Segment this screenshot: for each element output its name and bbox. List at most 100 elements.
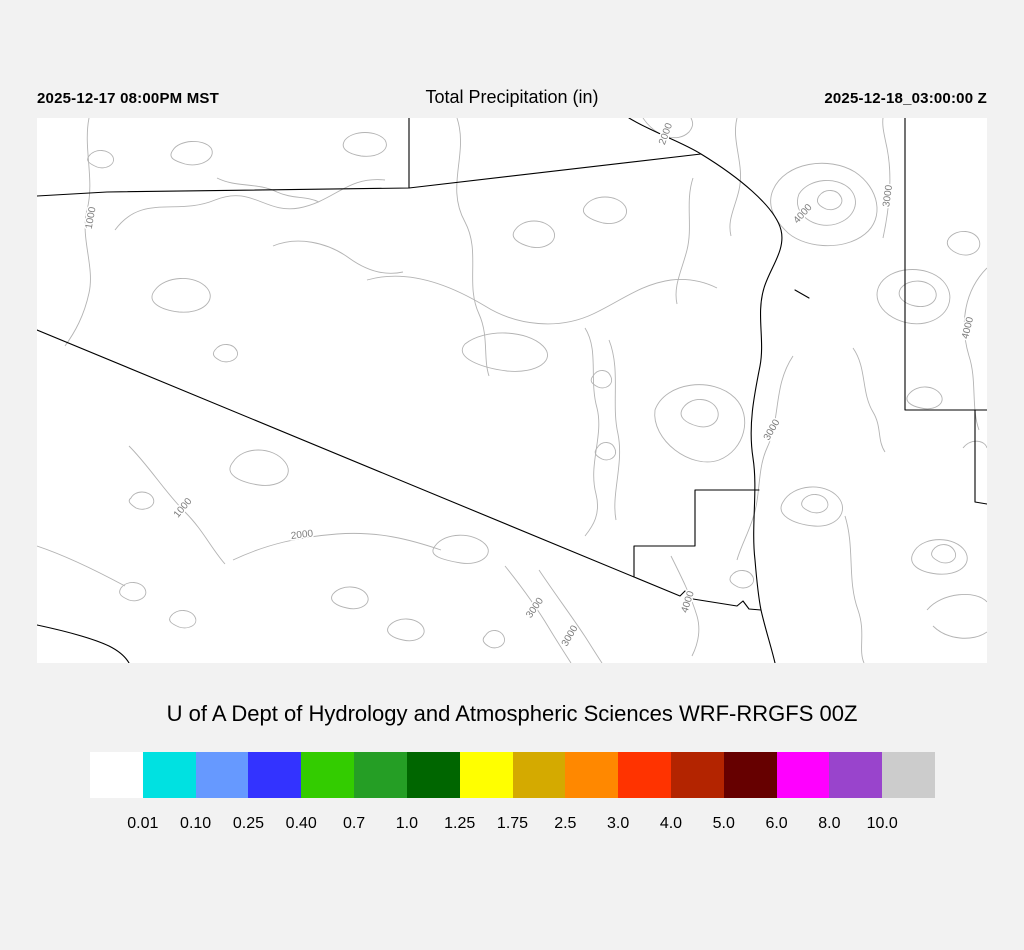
colorbar-tick-label: 8.0 bbox=[818, 815, 841, 832]
terrain-contour-line bbox=[583, 196, 627, 224]
contour-elevation-label: 3000 bbox=[524, 595, 546, 620]
terrain-contour-line bbox=[736, 355, 794, 561]
terrain-contour-line bbox=[482, 630, 505, 649]
terrain-contour-line bbox=[456, 118, 490, 377]
terrain-contour-line bbox=[962, 440, 987, 449]
terrain-contour-line bbox=[675, 177, 694, 305]
terrain-contours-group bbox=[37, 118, 987, 663]
contour-elevation-label: 1000 bbox=[172, 496, 195, 520]
terrain-contour-line bbox=[128, 491, 155, 510]
colorbar-tick-label: 3.0 bbox=[607, 815, 630, 832]
contour-elevation-label: 3000 bbox=[881, 184, 895, 208]
terrain-contour-line bbox=[169, 610, 197, 629]
colorbar-tick-label: 0.25 bbox=[232, 815, 265, 832]
state-border-line bbox=[974, 409, 987, 505]
colorbar-cell bbox=[301, 752, 355, 798]
terrain-contour-line bbox=[170, 141, 213, 166]
terrain-contour-line bbox=[931, 544, 957, 564]
terrain-contour-line bbox=[212, 344, 238, 363]
terrain-contour-line bbox=[538, 569, 603, 663]
state-border-line bbox=[794, 289, 810, 299]
contour-elevation-label: 4000 bbox=[792, 202, 815, 226]
terrain-contour-line bbox=[654, 384, 746, 463]
terrain-contour-line bbox=[906, 386, 943, 410]
colorbar-tick-label: 10.0 bbox=[866, 815, 898, 832]
colorbar-cell bbox=[142, 752, 196, 798]
colorbar-tick-label: 1.25 bbox=[444, 815, 476, 832]
colorbar-cell bbox=[618, 752, 671, 798]
colorbar-tick-label: 1.75 bbox=[496, 815, 529, 832]
terrain-contour-line bbox=[780, 486, 843, 527]
colorbar-tick-label: 0.10 bbox=[180, 815, 212, 832]
terrain-contour-line bbox=[729, 118, 741, 237]
colorbar-tick-label: 5.0 bbox=[712, 815, 735, 832]
terrain-contour-line bbox=[926, 594, 987, 611]
terrain-contour-line bbox=[342, 132, 387, 157]
terrain-contour-line bbox=[432, 534, 489, 564]
terrain-contour-line bbox=[680, 399, 719, 428]
terrain-contour-line bbox=[898, 280, 937, 308]
colorbar-cell bbox=[776, 752, 830, 798]
contour-elevation-label: 4000 bbox=[960, 315, 976, 340]
colorbar-tick-label: 4.0 bbox=[659, 815, 683, 832]
terrain-contour-line bbox=[797, 180, 856, 226]
state-border-line bbox=[37, 329, 762, 611]
terrain-contour-line bbox=[331, 586, 369, 610]
terrain-contour-line bbox=[64, 118, 91, 347]
terrain-contour-line bbox=[504, 565, 572, 663]
terrain-contour-line bbox=[462, 332, 548, 372]
plot-title: Total Precipitation (in) bbox=[425, 87, 599, 107]
contour-elevation-label: 2000 bbox=[657, 121, 675, 146]
terrain-contour-line bbox=[670, 555, 700, 657]
terrain-contour-line bbox=[876, 269, 951, 325]
terrain-contour-line bbox=[128, 445, 226, 565]
terrain-contour-line bbox=[387, 618, 425, 642]
terrain-contour-line bbox=[87, 150, 114, 169]
terrain-contour-line bbox=[882, 118, 891, 239]
terrain-contour-line bbox=[272, 240, 404, 274]
terrain-contour-line bbox=[816, 190, 843, 211]
terrain-contour-line bbox=[232, 532, 442, 561]
colorbar-cell bbox=[90, 752, 143, 798]
terrain-contour-line bbox=[801, 494, 829, 514]
colorbar-labels: 0.01 0.10 0.25 0.40 0.7 1.0 1.25 1.75 2.5 3.0 4.0 5… bbox=[90, 815, 935, 837]
terrain-contour-line bbox=[963, 267, 987, 431]
colorbar-cell bbox=[459, 752, 513, 798]
state-border-line bbox=[904, 118, 987, 411]
terrain-contour-line bbox=[119, 582, 147, 602]
colorbar-cell bbox=[512, 752, 566, 798]
colorbar-tick-label: 2.5 bbox=[554, 815, 577, 832]
colorbar-cell bbox=[829, 752, 883, 798]
terrain-contour-line bbox=[844, 515, 865, 663]
terrain-contour-line bbox=[932, 625, 987, 639]
terrain-contour-line bbox=[608, 339, 621, 521]
colorbar-tick-label: 0.40 bbox=[285, 815, 317, 832]
terrain-contour-line bbox=[594, 442, 617, 461]
state-borders-group bbox=[37, 118, 987, 663]
terrain-contour-line bbox=[229, 449, 289, 486]
terrain-contour-line bbox=[852, 347, 886, 453]
colorbar-cell bbox=[248, 752, 302, 798]
map-panel: 1000 2000 4000 3000 4000 3000 1000 2000 3000 3000… bbox=[37, 118, 987, 663]
utc-valid-timestamp: 2025-12-18_03:00:00 Z bbox=[824, 90, 987, 107]
colorbar-cells bbox=[90, 752, 935, 798]
colorbar-cell bbox=[882, 752, 935, 798]
colorbar-cell bbox=[723, 752, 777, 798]
colorbar-cell bbox=[406, 752, 460, 798]
terrain-contour-line bbox=[37, 545, 126, 587]
terrain-contour-line bbox=[216, 177, 320, 203]
terrain-contour-line bbox=[946, 231, 981, 256]
terrain-contour-line bbox=[512, 220, 555, 248]
local-timestamp: 2025-12-17 08:00PM MST bbox=[37, 90, 219, 107]
colorbar-tick-label: 1.0 bbox=[395, 815, 418, 832]
state-border-line bbox=[37, 624, 130, 663]
state-border-line bbox=[633, 489, 760, 578]
contour-elevation-label: 2000 bbox=[290, 528, 314, 542]
terrain-contour-line bbox=[642, 118, 694, 139]
colorbar-cell bbox=[670, 752, 724, 798]
terrain-contour-line bbox=[729, 570, 754, 589]
attribution-caption: U of A Dept of Hydrology and Atmospheric… bbox=[166, 701, 858, 726]
terrain-contour-line bbox=[366, 275, 718, 325]
contour-elevation-label: 4000 bbox=[679, 589, 696, 614]
